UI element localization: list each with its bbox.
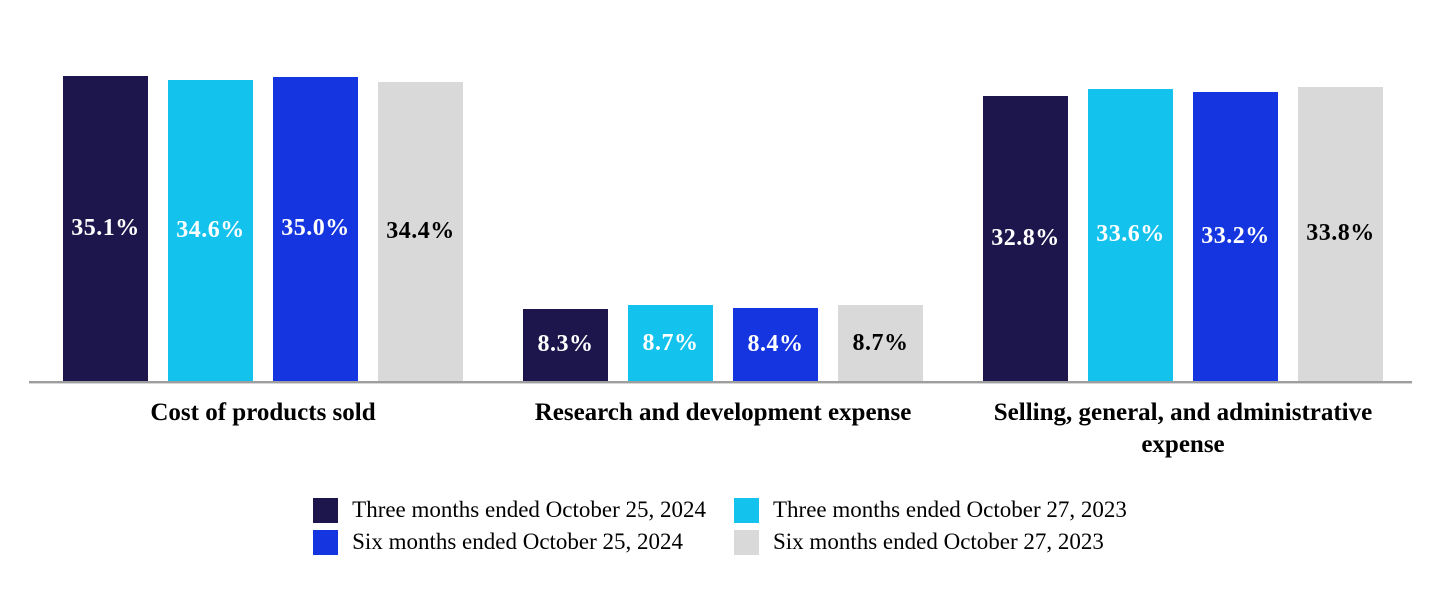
legend: Three months ended October 25, 2024 Three… (313, 497, 1127, 555)
bar: 33.2% (1193, 92, 1278, 381)
legend-swatch (734, 529, 759, 555)
bar-group-1: 35.1% 34.6% 35.0% 34.4% (63, 75, 463, 381)
bar: 8.4% (733, 307, 818, 381)
bar: 35.1% (63, 75, 148, 381)
bar-value-label: 35.0% (281, 215, 350, 242)
bar-value-label: 33.2% (1201, 223, 1270, 250)
legend-item: Six months ended October 25, 2024 (313, 529, 706, 555)
category-label: Selling, general, and administrative exp… (993, 399, 1373, 458)
bar-value-label: 32.8% (991, 224, 1060, 251)
bar-group-2: 8.3% 8.7% 8.4% 8.7% (523, 305, 923, 381)
bar-value-label: 8.3% (537, 331, 594, 358)
category-label: Research and development expense (534, 399, 912, 426)
category-label: Cost of products sold (150, 399, 376, 426)
legend-item: Six months ended October 27, 2023 (734, 529, 1127, 555)
legend-label: Six months ended October 25, 2024 (352, 529, 684, 554)
bar-value-label: 8.4% (747, 330, 804, 357)
legend-swatch (313, 497, 339, 523)
bar: 8.3% (523, 308, 608, 381)
legend-label: Three months ended October 25, 2024 (352, 497, 706, 522)
bar-value-label: 33.8% (1306, 220, 1375, 247)
bar: 33.6% (1088, 88, 1173, 381)
bar-value-label: 8.7% (642, 329, 699, 356)
bar: 34.4% (378, 81, 463, 381)
x-axis-line (29, 381, 1412, 384)
legend-label: Six months ended October 27, 2023 (773, 529, 1104, 554)
bar: 34.6% (168, 80, 253, 381)
bar: 8.7% (628, 305, 713, 381)
bar: 8.7% (838, 305, 923, 381)
bar: 35.0% (273, 76, 358, 381)
bar-value-label: 35.1% (71, 214, 140, 241)
bar-group-3: 32.8% 33.6% 33.2% 33.8% (983, 86, 1383, 381)
legend-swatch (313, 529, 339, 555)
bar-value-label: 34.4% (386, 217, 455, 244)
bar: 33.8% (1298, 86, 1383, 381)
bar-value-label: 34.6% (176, 217, 245, 243)
bar-value-label: 33.6% (1096, 221, 1165, 248)
legend-swatch (734, 497, 759, 523)
bar: 32.8% (983, 95, 1068, 381)
legend-item: Three months ended October 25, 2024 (313, 497, 706, 523)
legend-label: Three months ended October 27, 2023 (773, 497, 1127, 522)
bar-value-label: 8.7% (852, 329, 909, 356)
legend-item: Three months ended October 27, 2023 (734, 497, 1127, 523)
